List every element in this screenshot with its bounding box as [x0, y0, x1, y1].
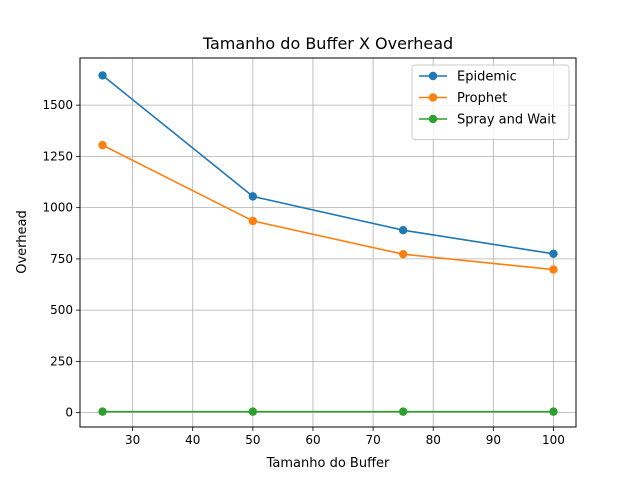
- data-point-prophet: [549, 265, 558, 274]
- legend: Epidemic Prophet Spray and Wait: [411, 64, 570, 140]
- x-tick-label: 80: [426, 433, 441, 447]
- y-tick-label: 1000: [42, 201, 73, 215]
- data-point-spray-and-wait: [398, 407, 408, 416]
- x-tick-label: 100: [542, 433, 565, 447]
- y-tick-label: 1500: [42, 98, 73, 112]
- legend-marker: [428, 71, 438, 81]
- x-tick-label: 50: [245, 433, 260, 447]
- legend-label: Epidemic: [457, 70, 517, 85]
- legend-label: Prophet: [457, 91, 507, 106]
- legend-marker: [428, 114, 438, 124]
- y-tick-label: 750: [50, 252, 73, 266]
- data-point-prophet: [398, 249, 408, 259]
- data-point-epidemic: [549, 249, 558, 258]
- legend-label: Spray and Wait: [457, 113, 556, 128]
- data-point-epidemic: [398, 226, 408, 235]
- plot-frame: [79, 57, 577, 428]
- data-point-prophet: [98, 140, 107, 150]
- x-tick-label: 30: [125, 433, 140, 447]
- y-tick-label: 0: [65, 406, 73, 420]
- x-tick-label: 40: [185, 433, 200, 447]
- y-tick-label: 500: [50, 303, 73, 317]
- series-group: [98, 71, 558, 416]
- series-line-prophet: [102, 144, 554, 271]
- data-point-epidemic: [98, 71, 107, 80]
- y-tick-label: 1250: [42, 149, 73, 163]
- legend-marker: [428, 93, 438, 102]
- series-line-epidemic: [102, 74, 554, 255]
- chart-title: Tamanho do Buffer X Overhead: [202, 34, 453, 53]
- x-tick-label: 90: [486, 433, 501, 447]
- data-point-epidemic: [248, 192, 258, 201]
- x-tick-label: 60: [305, 433, 320, 447]
- y-tick-label: 250: [50, 354, 73, 368]
- y-axis-ticks: 0 250 500 750 1000 1250 1500: [42, 98, 80, 420]
- y-axis-label: Overhead: [15, 210, 30, 274]
- data-point-prophet: [248, 216, 258, 226]
- x-axis-ticks: 30 40 50 60 70 80 90 100: [125, 427, 565, 447]
- data-point-spray-and-wait: [98, 407, 107, 416]
- x-tick-label: 70: [365, 433, 380, 447]
- legend-box: [411, 64, 570, 140]
- data-point-spray-and-wait: [549, 407, 558, 416]
- data-point-spray-and-wait: [248, 407, 258, 416]
- x-axis-label: Tamanho do Buffer: [266, 456, 390, 471]
